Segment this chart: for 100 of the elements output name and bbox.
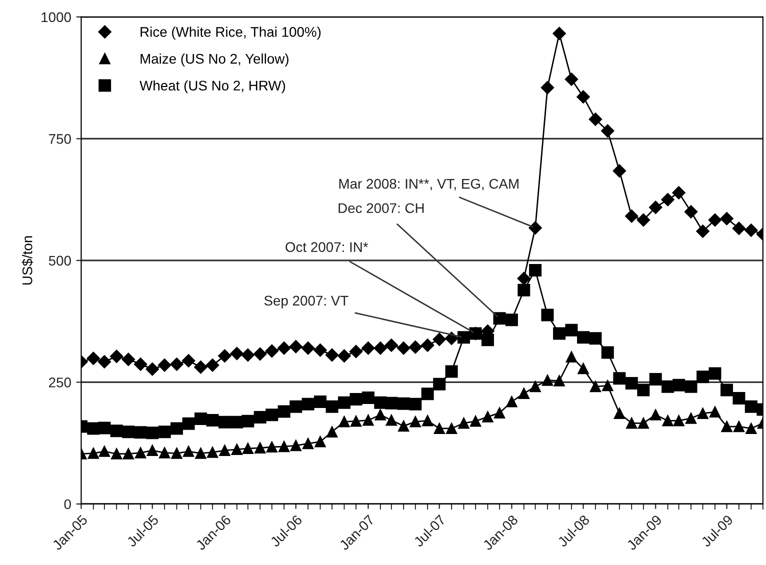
point (374, 409, 386, 420)
point (421, 388, 434, 400)
point (494, 407, 506, 418)
point (590, 381, 602, 392)
point (241, 348, 254, 362)
point (696, 224, 710, 238)
point (540, 80, 554, 94)
point (278, 440, 290, 452)
point (721, 420, 732, 432)
point (649, 200, 662, 214)
point (720, 384, 734, 396)
point (254, 442, 266, 454)
point (601, 346, 614, 359)
point (158, 447, 170, 458)
point (158, 358, 172, 372)
point (384, 338, 398, 352)
point (290, 440, 302, 452)
point (732, 392, 746, 405)
point (662, 380, 674, 393)
point (194, 360, 208, 374)
point (278, 405, 290, 418)
y-tick-label: 250 (49, 378, 71, 388)
point (506, 396, 518, 408)
point (182, 417, 195, 430)
point (408, 340, 422, 354)
point (182, 446, 194, 457)
point (362, 342, 375, 355)
point (529, 264, 542, 276)
point (518, 284, 530, 296)
point (134, 358, 148, 371)
point (744, 400, 758, 413)
point (410, 416, 421, 428)
point (542, 374, 554, 386)
point (266, 441, 278, 453)
y-tick-label: 500 (48, 256, 71, 266)
point (134, 426, 147, 439)
point (230, 416, 244, 428)
point (517, 272, 530, 286)
point (219, 444, 230, 456)
point (218, 416, 231, 428)
point (385, 396, 398, 410)
point (589, 332, 602, 345)
point (231, 444, 242, 455)
point (566, 351, 578, 362)
point (170, 422, 183, 435)
point (672, 378, 686, 392)
point (314, 343, 327, 357)
point (602, 380, 614, 392)
point (302, 398, 314, 410)
legend-label: Wheat (US No 2, HRW) (140, 80, 286, 94)
point (481, 334, 494, 346)
point (505, 314, 518, 326)
point (98, 446, 110, 457)
point (709, 406, 721, 418)
point (98, 422, 111, 434)
y-axis-title: US$/ton (22, 236, 34, 284)
point (88, 448, 99, 459)
point (445, 365, 458, 378)
point (326, 400, 338, 413)
point (195, 448, 206, 459)
point (458, 418, 470, 429)
point (158, 426, 171, 438)
point (637, 384, 650, 396)
point (135, 447, 146, 458)
point (446, 422, 458, 434)
point (326, 426, 338, 438)
point (194, 412, 207, 425)
point (733, 420, 745, 432)
point (732, 222, 746, 235)
point (697, 408, 708, 419)
annotation: Sep 2007: VT (264, 296, 348, 308)
point (457, 331, 470, 344)
y-tick-label: 750 (49, 134, 71, 144)
point (253, 347, 267, 361)
point (350, 416, 362, 427)
point (528, 221, 542, 234)
point (110, 424, 123, 438)
point (708, 367, 722, 380)
point (111, 448, 122, 460)
point (684, 380, 698, 393)
annotation: Dec 2007: CH (338, 203, 424, 214)
point (182, 354, 196, 368)
point (398, 420, 410, 432)
point (122, 448, 134, 460)
point (266, 408, 278, 422)
point (613, 372, 626, 385)
point (482, 411, 494, 422)
point (146, 362, 159, 376)
point (338, 349, 351, 363)
point (265, 344, 278, 358)
point (242, 442, 254, 454)
point (518, 388, 530, 399)
point (122, 426, 135, 438)
point (684, 205, 698, 218)
point (433, 378, 446, 390)
point (171, 448, 182, 459)
point (277, 342, 291, 355)
point (206, 414, 219, 426)
point (541, 308, 554, 322)
point (397, 342, 410, 355)
